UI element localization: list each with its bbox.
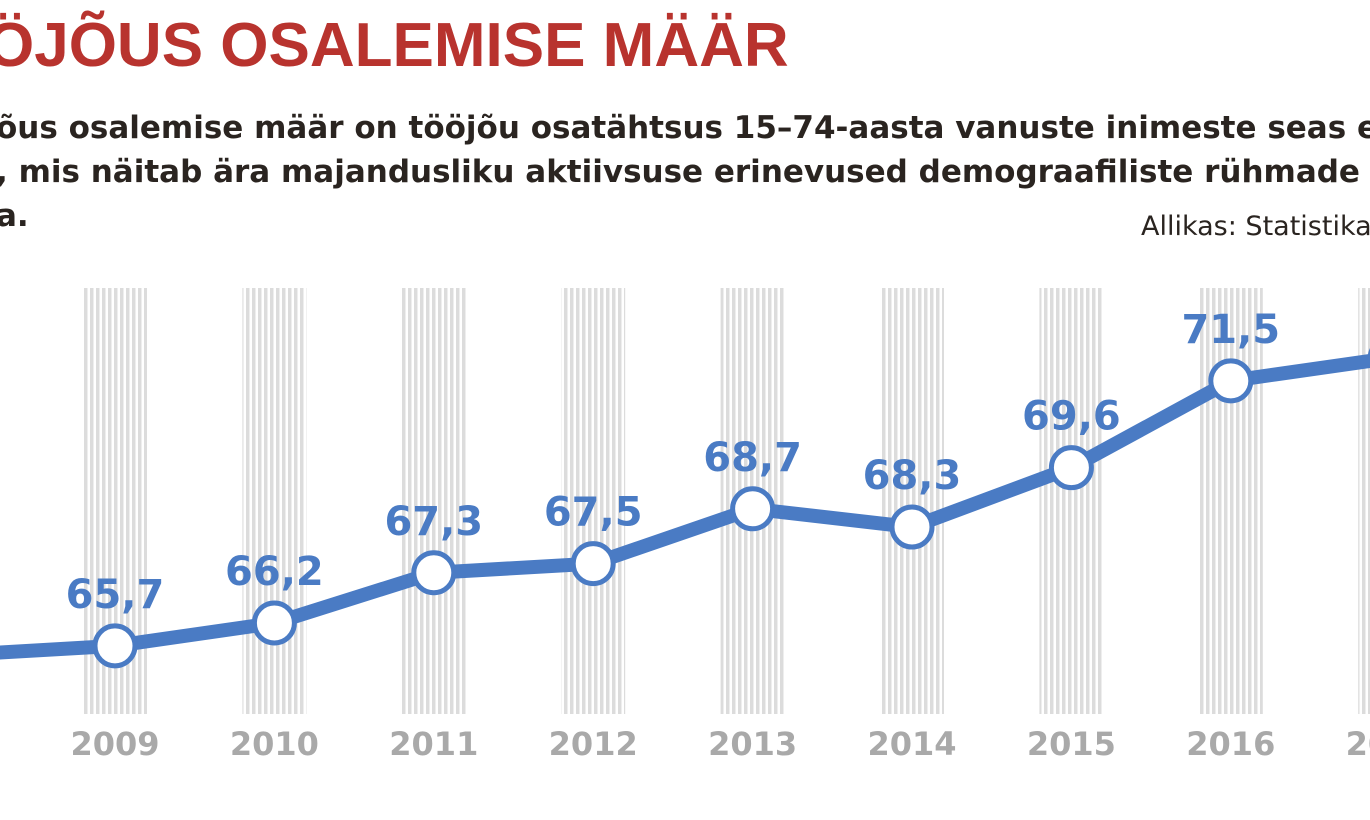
column-band	[1358, 288, 1370, 714]
value-label: 68,3	[863, 453, 962, 499]
subtitle: a.	[0, 198, 29, 234]
column-band	[561, 288, 626, 714]
x-tick-label: 2012	[549, 725, 638, 763]
point	[1048, 445, 1094, 491]
column-band	[242, 288, 307, 714]
x-tick-label: 2010	[230, 725, 319, 763]
subtitle: õus osalemise määr on tööjõu osatähtsus …	[0, 110, 1370, 146]
line	[0, 353, 1370, 660]
column-band	[1039, 288, 1104, 714]
value-label: 66,2	[225, 549, 324, 595]
value-label: 67,5	[544, 490, 643, 536]
value-label: 67,3	[384, 499, 483, 545]
x-tick-label: 2014	[867, 725, 956, 763]
value-label: 65,7	[66, 572, 165, 618]
point	[570, 541, 616, 587]
x-tick-label: 2017	[1346, 725, 1370, 763]
column-band	[880, 288, 944, 714]
x-tick-label: 2015	[1027, 725, 1116, 763]
x-tick-label: 2013	[708, 725, 797, 763]
point	[411, 550, 457, 596]
source: Allikas: Statistikaa	[1141, 211, 1370, 242]
value-label: 68,7	[703, 435, 802, 481]
point	[251, 600, 297, 646]
subtitle: , mis näitab ära majandusliku aktiivsuse…	[0, 154, 1360, 190]
value-label: 71,5	[1181, 307, 1280, 353]
x-tick-label: 2011	[389, 725, 478, 763]
point	[1208, 358, 1254, 404]
chart-title: ÖJÕUS OSALEMISE MÄÄR	[0, 11, 789, 80]
x-tick-label: 2009	[70, 725, 159, 763]
point	[92, 623, 138, 669]
x-tick-label: 2016	[1186, 725, 1275, 763]
value-label: 69,6	[1022, 394, 1121, 440]
point	[730, 486, 776, 532]
column-band	[401, 288, 466, 714]
point	[889, 504, 935, 550]
